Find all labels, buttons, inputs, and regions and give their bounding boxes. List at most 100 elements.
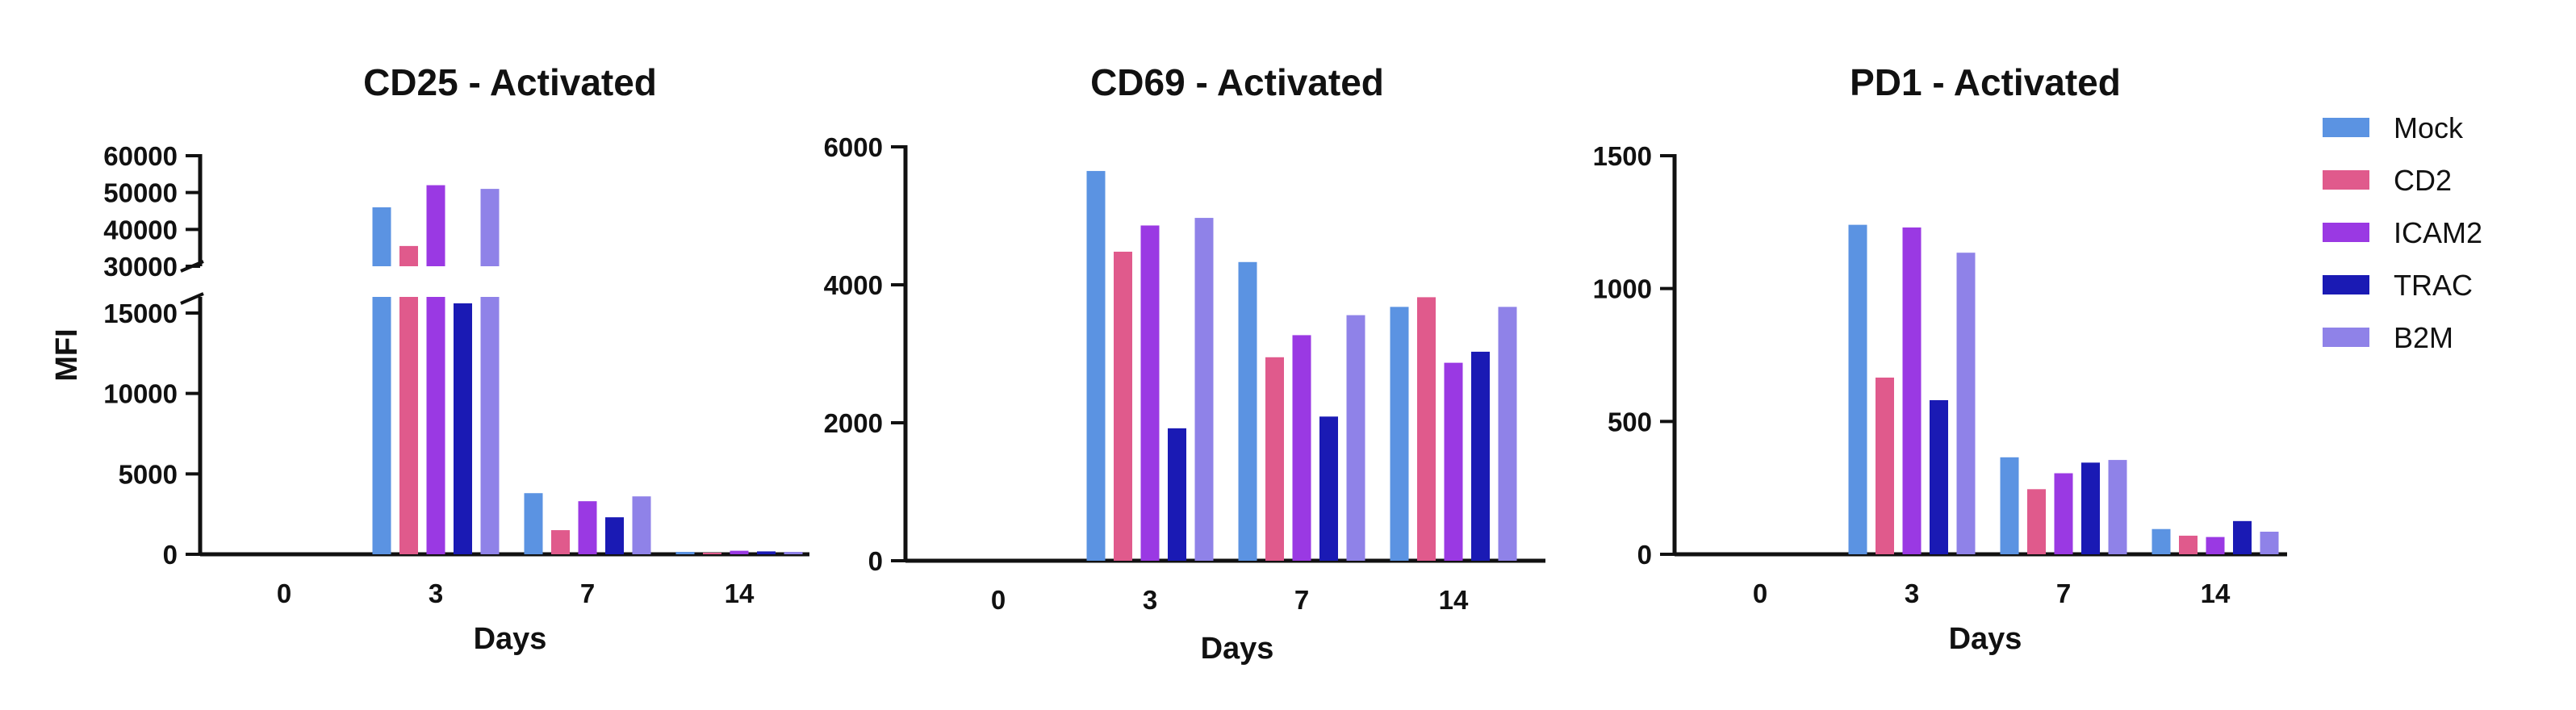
- y-tick-label: 40000: [103, 215, 178, 244]
- bar-trac-day-3: [1930, 399, 1948, 554]
- bar-cd2-day-7: [551, 530, 570, 554]
- x-tick-label: 14: [2201, 578, 2231, 608]
- bar-b2m-day-3: [1956, 253, 1976, 554]
- y-tick-label: 0: [163, 540, 178, 570]
- x-axis-label-pd1: Days: [1949, 622, 2022, 656]
- bar-b2m-day-3-lower: [480, 297, 500, 554]
- legend-swatch-trac: [2323, 275, 2369, 294]
- bar-b2m-day-14: [784, 552, 803, 554]
- bar-trac-day-7: [1319, 416, 1338, 561]
- legend-label-cd2: CD2: [2394, 164, 2452, 197]
- bar-icam2-day-3: [1902, 227, 1922, 554]
- y-tick-label: 50000: [103, 178, 178, 208]
- bar-b2m-day-7: [632, 496, 651, 554]
- bar-b2m-day-7: [2108, 460, 2127, 554]
- bar-trac-day-7: [605, 517, 624, 554]
- bar-trac-day-14: [1471, 351, 1490, 561]
- y-tick-label: 5000: [119, 459, 178, 489]
- legend-label-icam2: ICAM2: [2394, 216, 2482, 249]
- y-tick-label: 1000: [1593, 274, 1652, 304]
- bar-mock-day-3-lower: [372, 297, 391, 554]
- legend-swatch-b2m: [2323, 328, 2369, 347]
- y-tick-label: 10000: [103, 379, 178, 409]
- legend-label-b2m: B2M: [2394, 321, 2453, 354]
- bar-icam2-day-3-lower: [426, 297, 445, 554]
- y-tick-label: 2000: [824, 408, 883, 438]
- y-tick-label: 500: [1608, 407, 1652, 436]
- bar-trac-day-7: [2081, 462, 2100, 554]
- x-axis-label-cd25: Days: [474, 622, 547, 656]
- bar-trac-day-3: [454, 303, 472, 554]
- bar-cd2-day-14: [703, 553, 721, 554]
- chart-title-pd1: PD1 - Activated: [1850, 61, 2121, 103]
- bar-b2m-day-7: [1346, 315, 1365, 561]
- legend-swatch-cd2: [2323, 170, 2369, 190]
- y-tick-label: 4000: [824, 270, 883, 300]
- bar-cd2-day-3: [1876, 377, 1894, 554]
- bar-b2m-day-3: [1194, 218, 1214, 561]
- panel-cd25: CD25 - Activated MFI Days 0 5000 10000 1500…: [50, 61, 809, 656]
- bar-icam2-day-14: [1444, 362, 1463, 561]
- bar-trac-day-3: [1168, 428, 1186, 561]
- chart-title-cd25: CD25 - Activated: [363, 61, 657, 103]
- x-tick-label: 0: [991, 585, 1006, 615]
- bar-icam2-day-14: [730, 550, 749, 554]
- bar-cd2-day-14: [2179, 535, 2198, 554]
- chart-title-cd69: CD69 - Activated: [1090, 61, 1384, 103]
- panel-cd69: CD69 - Activated Days 0 2000 4000 6000 0 3 7 14: [824, 61, 1545, 666]
- x-tick-label: 3: [1905, 578, 1919, 608]
- bar-mock-day-14: [675, 552, 695, 554]
- x-tick-label: 3: [1143, 585, 1157, 615]
- bar-trac-day-14: [757, 551, 776, 554]
- x-tick-label: 7: [1294, 585, 1309, 615]
- bar-icam2-day-14: [2206, 537, 2225, 554]
- bar-mock-day-14: [2152, 528, 2171, 554]
- bar-icam2-day-7: [2054, 473, 2073, 554]
- bar-mock-day-14: [1390, 307, 1409, 561]
- bar-cd2-day-3: [1114, 251, 1132, 561]
- legend-swatch-mock: [2323, 118, 2369, 137]
- bar-icam2-day-7: [578, 501, 597, 554]
- y-axis-label-cd25: MFI: [50, 328, 84, 381]
- x-axis-label-cd69: Days: [1201, 632, 1274, 666]
- bar-mock-day-7: [1238, 261, 1257, 561]
- x-tick-label: 14: [725, 578, 755, 608]
- x-tick-label: 0: [277, 578, 291, 608]
- x-tick-label: 7: [2056, 578, 2071, 608]
- bar-cd2-day-3-upper: [399, 245, 418, 266]
- legend-swatch-icam2: [2323, 223, 2369, 242]
- bar-trac-day-14: [2233, 520, 2252, 554]
- bar-icam2-day-3-upper: [426, 185, 445, 266]
- bar-mock-day-3-upper: [372, 207, 391, 266]
- bar-cd2-day-7: [1265, 357, 1284, 561]
- legend: Mock CD2 ICAM2 TRAC B2M: [2323, 111, 2482, 354]
- y-tick-label: 0: [868, 546, 883, 576]
- bar-b2m-day-14: [2260, 532, 2279, 554]
- legend-label-mock: Mock: [2394, 111, 2464, 144]
- y-tick-label: 0: [1637, 540, 1652, 570]
- axis-break-mark-lower: [180, 292, 204, 305]
- y-tick-label: 60000: [103, 141, 178, 171]
- y-tick-label: 15000: [103, 299, 178, 328]
- legend-label-trac: TRAC: [2394, 269, 2473, 302]
- x-tick-label: 7: [580, 578, 595, 608]
- bar-mock-day-7: [2000, 457, 2019, 554]
- bar-mock-day-7: [524, 493, 543, 554]
- bar-cd2-day-3-lower: [399, 297, 418, 554]
- x-tick-label: 0: [1753, 578, 1767, 608]
- y-tick-label: 6000: [824, 132, 883, 162]
- bar-icam2-day-3: [1140, 225, 1160, 561]
- bar-mock-day-3: [1848, 224, 1867, 554]
- panel-pd1: PD1 - Activated Days 0 500 1000 1500 0 3 7 14: [1593, 61, 2287, 656]
- y-tick-label: 1500: [1593, 141, 1652, 171]
- bar-cd2-day-7: [2027, 489, 2046, 554]
- bar-icam2-day-7: [1292, 335, 1311, 561]
- bar-mock-day-3: [1086, 170, 1106, 562]
- bar-b2m-day-3-upper: [480, 189, 500, 266]
- bar-cd2-day-14: [1417, 297, 1436, 561]
- x-tick-label: 14: [1439, 585, 1469, 615]
- bar-b2m-day-14: [1498, 307, 1517, 561]
- x-tick-label: 3: [429, 578, 443, 608]
- y-tick-label: 30000: [103, 252, 178, 282]
